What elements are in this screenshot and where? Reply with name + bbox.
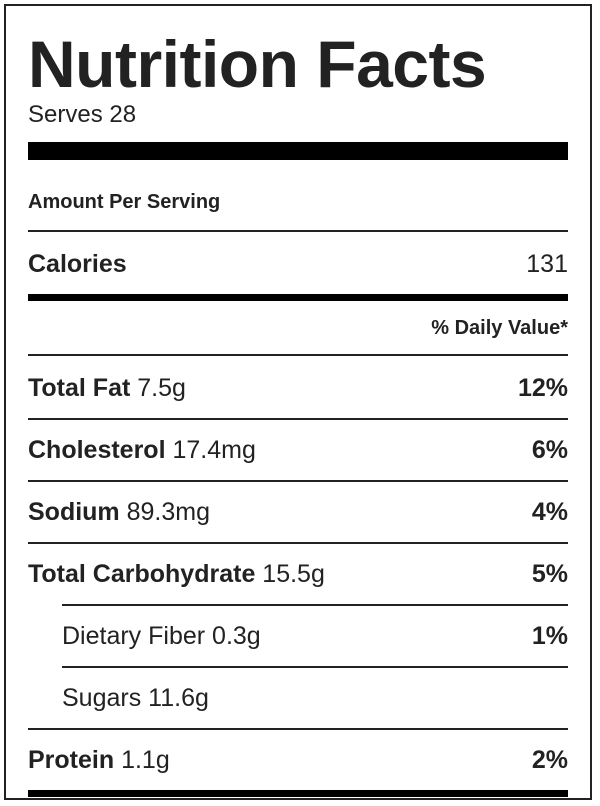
nutrient-daily-value: 12% <box>517 373 568 402</box>
nutrient-amount: 7.5g <box>137 373 186 402</box>
nutrient-row-sugars: Sugars 11.6g <box>62 668 568 728</box>
nutrient-name: Sugars <box>62 683 142 712</box>
divider <box>28 728 568 730</box>
nutrient-daily-value: 1% <box>531 621 568 650</box>
nutrient-label: Total Carbohydrate 15.5g <box>28 560 325 589</box>
divider-indented <box>62 666 568 668</box>
daily-value-header: % Daily Value* <box>431 317 568 339</box>
nutrient-daily-value: 6% <box>531 435 568 464</box>
nutrition-label: Nutrition Facts Serves 28 Amount Per Ser… <box>4 4 592 800</box>
divider <box>28 542 568 544</box>
nutrient-label: Dietary Fiber 0.3g <box>62 622 261 651</box>
amount-per-serving-label: Amount Per Serving <box>28 191 221 213</box>
calories-value: 131 <box>526 249 568 278</box>
nutrient-amount: 1.1g <box>121 745 170 774</box>
bottom-divider <box>28 790 568 797</box>
nutrient-label: Cholesterol 17.4mg <box>28 436 256 465</box>
nutrient-amount: 15.5g <box>262 559 325 588</box>
nutrient-name: Protein <box>28 745 115 774</box>
nutrient-name: Sodium <box>28 497 120 526</box>
calories-label: Calories <box>28 249 127 278</box>
nutrient-name: Total Carbohydrate <box>28 559 256 588</box>
nutrient-row-total-fat: Total Fat 7.5g 12% <box>28 358 568 418</box>
thick-divider <box>28 142 568 160</box>
nutrition-title: Nutrition Facts <box>28 27 487 101</box>
divider <box>28 230 568 232</box>
nutrient-amount: 0.3g <box>212 621 261 650</box>
nutrient-daily-value: 5% <box>531 559 568 588</box>
nutrient-label: Total Fat 7.5g <box>28 374 186 403</box>
divider <box>28 418 568 420</box>
servings-count: Serves 28 <box>28 101 137 128</box>
nutrient-label: Protein 1.1g <box>28 746 170 775</box>
nutrient-row-total-carbohydrate: Total Carbohydrate 15.5g 5% <box>28 544 568 604</box>
nutrient-row-cholesterol: Cholesterol 17.4mg 6% <box>28 420 568 480</box>
medium-divider <box>28 294 568 301</box>
nutrient-name: Cholesterol <box>28 435 166 464</box>
divider-indented <box>62 604 568 606</box>
nutrient-label: Sodium 89.3mg <box>28 498 210 527</box>
nutrient-name: Total Fat <box>28 373 131 402</box>
nutrient-amount: 17.4mg <box>172 435 256 464</box>
divider <box>28 354 568 356</box>
nutrient-name: Dietary Fiber <box>62 621 206 650</box>
nutrient-row-dietary-fiber: Dietary Fiber 0.3g 1% <box>62 606 568 666</box>
calories-row: Calories 131 <box>28 234 568 294</box>
nutrition-label-content: Nutrition Facts Serves 28 Amount Per Ser… <box>28 6 568 798</box>
nutrient-daily-value: 4% <box>531 497 568 526</box>
divider <box>28 480 568 482</box>
nutrient-row-sodium: Sodium 89.3mg 4% <box>28 482 568 542</box>
nutrient-amount: 89.3mg <box>126 497 211 526</box>
nutrient-label: Sugars 11.6g <box>62 684 209 713</box>
nutrient-row-protein: Protein 1.1g 2% <box>28 730 568 790</box>
nutrient-amount: 11.6g <box>148 683 209 712</box>
nutrient-daily-value: 2% <box>531 745 568 774</box>
